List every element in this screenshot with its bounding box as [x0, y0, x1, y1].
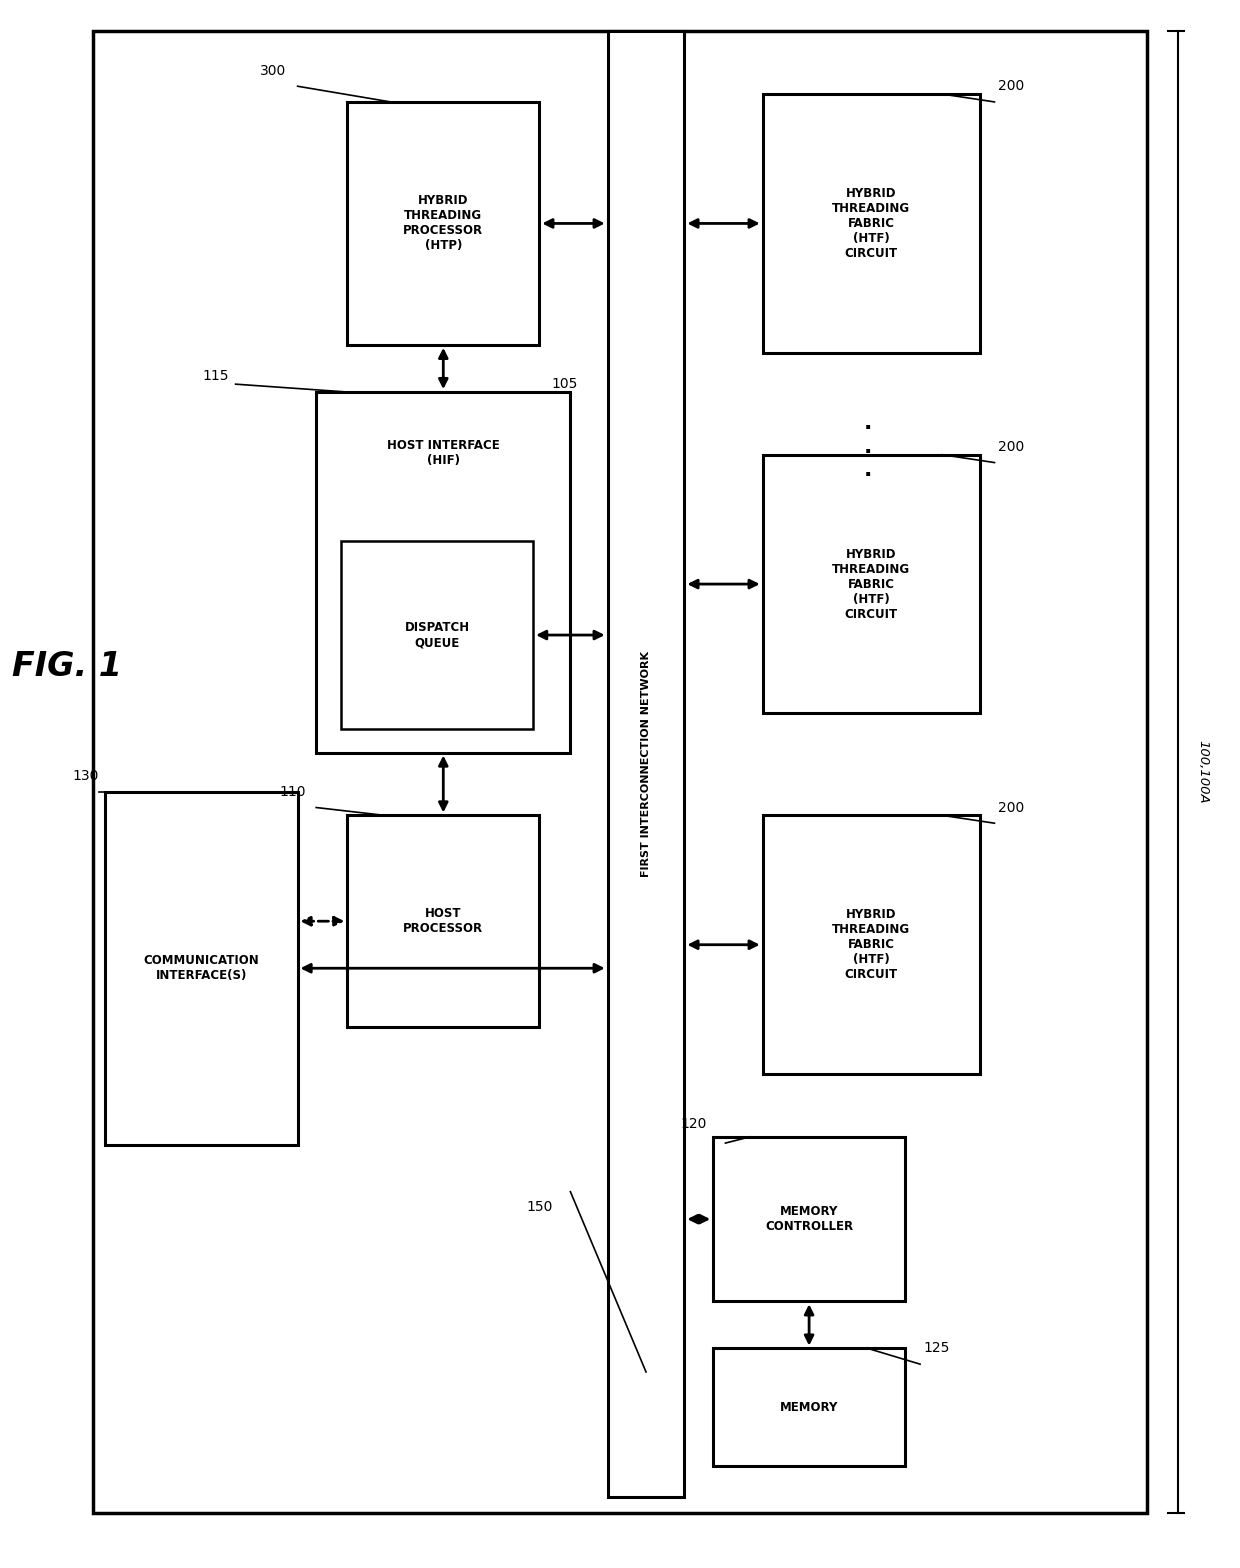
Text: .: .	[864, 461, 872, 480]
Bar	[763, 94, 980, 353]
Bar	[713, 1137, 905, 1301]
Bar	[347, 102, 539, 345]
Text: HYBRID
THREADING
FABRIC
(HTF)
CIRCUIT: HYBRID THREADING FABRIC (HTF) CIRCUIT	[832, 187, 910, 260]
Text: FIG. 1: FIG. 1	[12, 649, 123, 684]
Bar	[608, 31, 684, 1497]
Text: .: .	[864, 437, 872, 456]
Text: 105: 105	[552, 378, 578, 390]
Text: 100,100A: 100,100A	[1197, 740, 1209, 804]
Bar	[347, 815, 539, 1027]
Text: 110: 110	[279, 786, 305, 798]
Text: HOST INTERFACE
(HIF): HOST INTERFACE (HIF)	[387, 439, 500, 467]
Bar	[341, 541, 533, 729]
Text: COMMUNICATION
INTERFACE(S): COMMUNICATION INTERFACE(S)	[144, 955, 259, 982]
Text: HOST
PROCESSOR: HOST PROCESSOR	[403, 908, 484, 935]
Text: DISPATCH
QUEUE: DISPATCH QUEUE	[404, 621, 470, 649]
Text: HYBRID
THREADING
FABRIC
(HTF)
CIRCUIT: HYBRID THREADING FABRIC (HTF) CIRCUIT	[832, 908, 910, 982]
Text: 120: 120	[681, 1118, 707, 1131]
Text: 300: 300	[260, 64, 286, 77]
Text: MEMORY
CONTROLLER: MEMORY CONTROLLER	[765, 1206, 853, 1232]
Text: .: .	[864, 414, 872, 433]
Text: 150: 150	[526, 1201, 553, 1214]
Text: 200: 200	[998, 80, 1024, 93]
Bar	[316, 392, 570, 753]
Bar	[763, 455, 980, 713]
Bar	[713, 1348, 905, 1466]
Bar	[763, 815, 980, 1074]
Text: 125: 125	[924, 1342, 950, 1355]
Text: HYBRID
THREADING
PROCESSOR
(HTP): HYBRID THREADING PROCESSOR (HTP)	[403, 194, 484, 252]
Text: FIRST INTERCONNECTION NETWORK: FIRST INTERCONNECTION NETWORK	[641, 651, 651, 878]
Text: 200: 200	[998, 441, 1024, 453]
Bar	[105, 792, 298, 1145]
Text: 200: 200	[998, 801, 1024, 814]
Text: HYBRID
THREADING
FABRIC
(HTF)
CIRCUIT: HYBRID THREADING FABRIC (HTF) CIRCUIT	[832, 547, 910, 621]
Text: 130: 130	[73, 770, 99, 782]
Bar	[93, 31, 1147, 1513]
Text: 115: 115	[203, 370, 229, 383]
Text: MEMORY: MEMORY	[780, 1400, 838, 1414]
